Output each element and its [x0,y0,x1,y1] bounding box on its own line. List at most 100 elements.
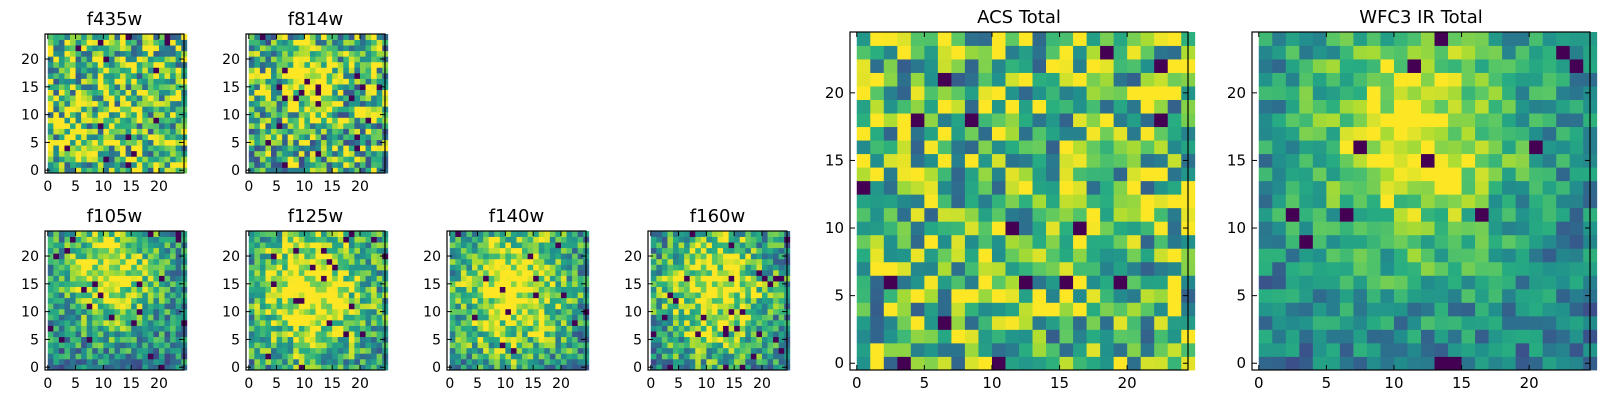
heatmap-cell [136,336,143,343]
heatmap-cell [991,32,1006,46]
heatmap-cell [287,128,294,135]
axes-frame [849,31,1189,371]
heatmap-cell [259,325,266,332]
heatmap-cell [136,319,143,326]
heatmap-cell [142,314,149,321]
heatmap-cell [717,236,724,243]
heatmap-cell [1556,329,1571,344]
heatmap-cell [1073,45,1087,60]
heatmap-cell [544,331,551,338]
heatmap-cell [142,258,149,265]
heatmap-cell [365,161,372,168]
heatmap-cell [248,78,255,85]
heatmap-cell [910,59,925,73]
heatmap-cell [343,84,350,90]
heatmap-cell [472,358,478,365]
heatmap-cell [271,308,277,315]
heatmap-cell [538,247,545,254]
heatmap-cell [560,242,567,249]
heatmap-cell [1272,315,1287,330]
heatmap-cell [175,281,182,287]
heatmap-cell [103,253,110,260]
heatmap-cell [1448,342,1462,357]
heatmap-cell [1127,113,1142,128]
heatmap-cell [47,122,54,129]
heatmap-cell [287,100,294,107]
heatmap-cell [348,258,355,265]
heatmap-cell [1515,234,1530,249]
heatmap-cell [136,145,143,152]
heatmap-cell [937,248,952,263]
heatmap-cell [136,258,143,265]
heatmap-cell [1086,248,1101,263]
heatmap-cell [376,84,383,90]
heatmap-cell [499,258,506,265]
heatmap-cell [656,308,663,315]
heatmap-cell [516,303,523,310]
heatmap-cell [164,161,171,168]
heatmap-cell [455,331,462,338]
heatmap-cell [58,84,65,90]
heatmap-cell [259,34,266,40]
heatmap-cell [332,264,339,271]
heatmap-cell [92,139,99,146]
heatmap-cell [75,281,82,287]
heatmap-cell [282,231,289,237]
heatmap-cell [460,275,467,282]
heatmap-cell [937,167,952,182]
heatmap-cell [365,117,372,124]
heatmap-cell [1086,288,1101,303]
heatmap-cell [1100,356,1115,371]
heatmap-cell [304,353,311,360]
heatmap-cell [689,347,696,354]
heatmap-cell [125,134,132,141]
heatmap-cell [271,314,277,321]
heatmap-cell [282,247,289,254]
heatmap-cell [108,128,115,135]
heatmap-cell [1046,126,1060,141]
heatmap-cell [1299,315,1314,330]
heatmap-cell [1488,329,1503,344]
heatmap-cell [897,288,912,303]
heatmap-cell [75,50,82,57]
heatmap-cell [276,275,283,282]
heatmap-cell [271,325,277,332]
heatmap-cell [64,45,71,52]
heatmap-cell [527,319,534,326]
heatmap-cell [92,150,99,157]
heatmap-cell [326,128,333,135]
heatmap-cell [728,236,735,243]
heatmap-cell [315,347,322,354]
heatmap-cell [153,336,160,343]
heatmap-cell [175,358,182,365]
heatmap-cell [924,275,939,290]
heatmap-cell [282,139,289,146]
heatmap-cell [125,56,132,63]
heatmap-cell [1312,221,1327,236]
heatmap-cell [293,353,300,360]
heatmap-cell [337,358,344,365]
heatmap-cell [170,78,177,85]
heatmap-cell [75,111,82,118]
heatmap-cell [282,78,289,85]
heatmap-cell [466,314,473,321]
heatmap-cell [108,34,115,40]
heatmap-cell [533,358,540,365]
heatmap-cell [315,72,322,79]
heatmap-cell [1005,86,1020,100]
heatmap-cell [455,236,462,243]
heatmap-cell [315,161,322,168]
heatmap-cell [326,56,333,63]
y-tick-label: 20 [222,249,240,265]
heatmap-cell [70,358,76,365]
heatmap-cell [1569,261,1584,276]
heatmap-cell [460,342,467,349]
heatmap-cell [1488,288,1503,303]
heatmap-cell [86,303,93,310]
heatmap-cell [1154,153,1169,168]
heatmap-cell [365,325,372,332]
heatmap-cell [1421,275,1435,290]
heatmap-cell [477,292,484,299]
heatmap-cell [1488,180,1503,195]
